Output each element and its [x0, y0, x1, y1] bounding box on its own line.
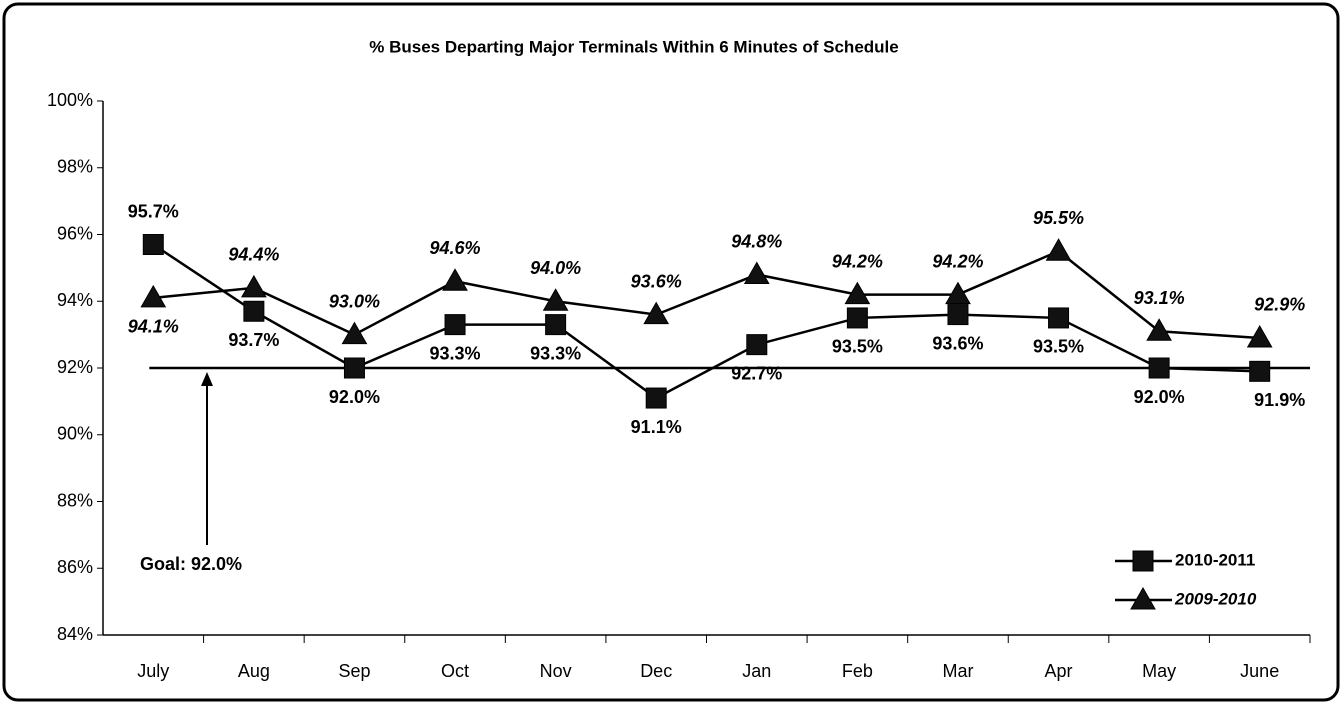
x-tick-label: Aug	[238, 661, 270, 681]
data-label: 92.7%	[731, 363, 782, 383]
data-label: 93.7%	[228, 330, 279, 350]
y-tick-label: 98%	[57, 157, 93, 177]
data-label: 94.2%	[832, 251, 883, 271]
data-label: 94.8%	[731, 231, 782, 251]
y-tick-label: 84%	[57, 624, 93, 644]
point	[1048, 307, 1070, 329]
y-tick-label: 86%	[57, 557, 93, 577]
point	[341, 321, 368, 345]
point	[643, 301, 670, 325]
legend-label: 2010-2011	[1175, 550, 1255, 569]
legend-label: 2009-2010	[1174, 589, 1257, 608]
y-tick-label: 90%	[57, 424, 93, 444]
point	[1246, 324, 1273, 348]
point	[1146, 318, 1172, 341]
point	[442, 268, 468, 291]
point	[1045, 238, 1072, 261]
point	[243, 300, 265, 322]
x-tick-label: July	[137, 661, 169, 681]
y-tick-label: 88%	[57, 490, 93, 510]
data-label: 93.1%	[1134, 288, 1185, 308]
point	[645, 387, 667, 409]
point	[947, 304, 969, 326]
legend-marker	[1132, 550, 1154, 572]
point	[142, 234, 164, 256]
x-tick-label: Nov	[540, 661, 572, 681]
data-label: 91.9%	[1254, 390, 1305, 410]
y-tick-label: 94%	[57, 290, 93, 310]
point	[746, 334, 768, 356]
goal-arrow-head	[201, 372, 213, 386]
data-label: 94.1%	[128, 317, 179, 337]
y-tick-label: 96%	[57, 223, 93, 243]
point	[343, 357, 365, 379]
point	[140, 284, 167, 308]
goal-label: Goal: 92.0%	[140, 554, 242, 574]
x-tick-label: May	[1142, 661, 1176, 681]
point	[241, 274, 267, 298]
data-label: 94.6%	[430, 238, 481, 258]
data-label: 92.0%	[329, 387, 380, 407]
point	[542, 288, 569, 311]
x-tick-label: Mar	[942, 661, 973, 681]
x-tick-label: Sep	[338, 661, 370, 681]
x-tick-label: Apr	[1045, 661, 1073, 681]
data-label: 93.5%	[1033, 337, 1084, 357]
x-tick-label: Dec	[640, 661, 672, 681]
point	[545, 314, 567, 336]
data-label: 94.0%	[530, 258, 581, 278]
series-line	[152, 243, 1260, 400]
point	[444, 314, 466, 336]
data-label: 94.4%	[228, 245, 279, 265]
data-label: 91.1%	[631, 417, 682, 437]
data-label: 94.2%	[932, 251, 983, 271]
chart-title: % Buses Departing Major Terminals Within…	[369, 37, 898, 56]
x-tick-label: Feb	[842, 661, 873, 681]
data-label: 92.0%	[1134, 387, 1185, 407]
point	[1249, 360, 1271, 382]
data-label: 95.5%	[1033, 208, 1084, 228]
y-tick-label: 92%	[57, 357, 93, 377]
data-label: 93.6%	[932, 333, 983, 353]
data-label: 93.0%	[329, 291, 380, 311]
legend-marker	[1130, 586, 1156, 610]
x-tick-label: June	[1240, 661, 1279, 681]
data-label: 92.9%	[1254, 295, 1305, 315]
x-tick-label: Jan	[742, 661, 771, 681]
point	[844, 281, 871, 305]
point	[743, 261, 770, 285]
point	[1148, 357, 1170, 379]
point	[945, 281, 971, 305]
data-label: 93.6%	[631, 271, 682, 291]
data-label: 93.5%	[832, 337, 883, 357]
point	[846, 307, 868, 329]
data-label: 93.3%	[530, 343, 581, 363]
x-tick-label: Oct	[441, 661, 469, 681]
y-tick-label: 100%	[47, 90, 93, 110]
series-line	[153, 249, 1260, 340]
data-label: 95.7%	[128, 201, 179, 221]
data-label: 93.3%	[430, 343, 481, 363]
